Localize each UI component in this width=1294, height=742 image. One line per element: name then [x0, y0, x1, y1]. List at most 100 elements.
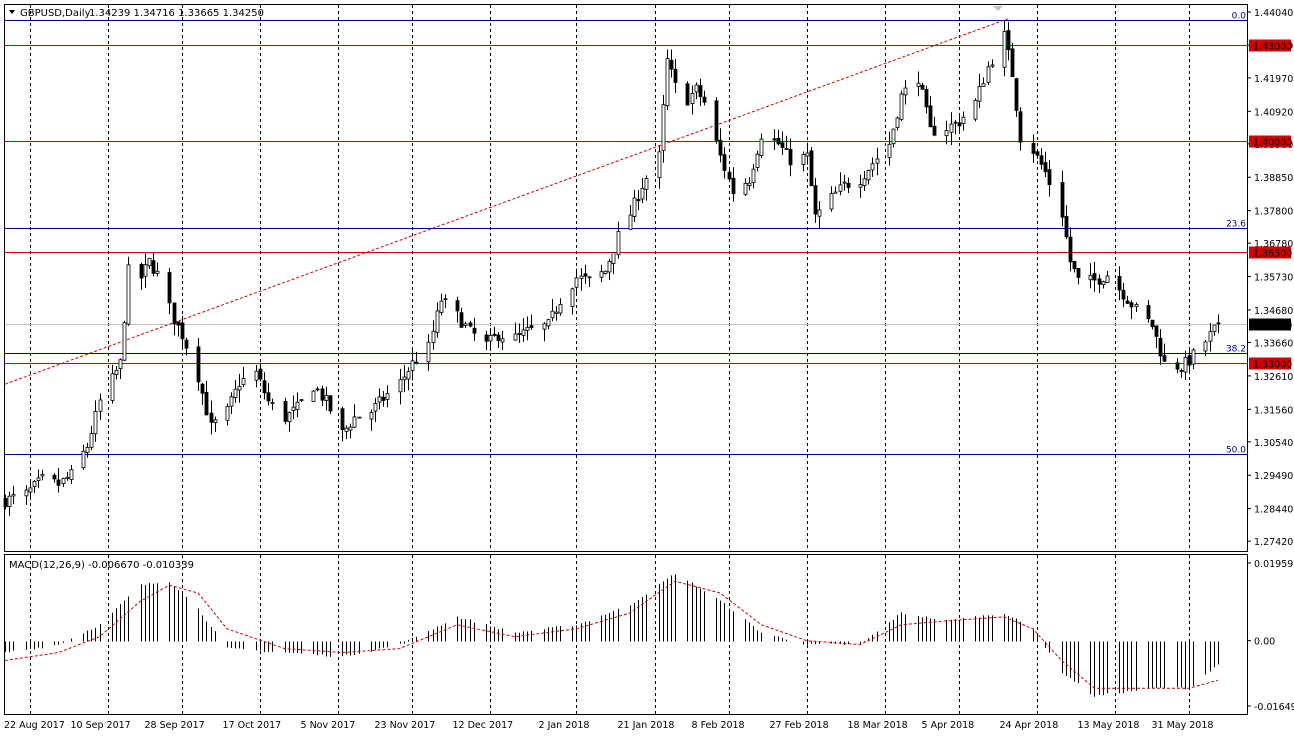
candle-body[interactable] — [981, 83, 986, 87]
candle-body[interactable] — [1203, 341, 1208, 352]
candle-body[interactable] — [1212, 324, 1217, 332]
candle-body[interactable] — [1162, 355, 1167, 362]
candle-body[interactable] — [126, 264, 131, 325]
candle-body[interactable] — [147, 257, 152, 267]
candle-body[interactable] — [702, 96, 707, 103]
candle-body[interactable] — [866, 170, 871, 181]
candle-body[interactable] — [237, 386, 242, 391]
candle-body[interactable] — [554, 311, 559, 314]
candle-body[interactable] — [254, 370, 259, 381]
candle-body[interactable] — [529, 325, 534, 328]
candle-body[interactable] — [1191, 349, 1196, 365]
candle-body[interactable] — [196, 346, 201, 383]
candle-body[interactable] — [607, 260, 612, 273]
candle-body[interactable] — [570, 288, 575, 307]
candle-body[interactable] — [833, 191, 838, 194]
candle-body[interactable] — [661, 104, 666, 151]
candle-body[interactable] — [574, 277, 579, 288]
candle-body[interactable] — [213, 419, 218, 424]
candle-body[interactable] — [521, 329, 526, 336]
candle-body[interactable] — [410, 360, 415, 371]
candle-body[interactable] — [435, 310, 440, 333]
candle-body[interactable] — [1150, 319, 1155, 328]
candle-body[interactable] — [1018, 111, 1023, 143]
candle-body[interactable] — [694, 84, 699, 93]
candle-body[interactable] — [949, 123, 954, 133]
candle-body[interactable] — [801, 154, 806, 165]
candle-body[interactable] — [11, 494, 16, 497]
price-pane[interactable] — [4, 4, 1248, 552]
candle-body[interactable] — [266, 392, 271, 402]
scroll-marker-icon[interactable] — [993, 6, 1003, 11]
candle-body[interactable] — [40, 474, 45, 477]
candle-body[interactable] — [698, 85, 703, 97]
candle-body[interactable] — [858, 184, 863, 188]
candle-body[interactable] — [270, 402, 275, 404]
candle-body[interactable] — [93, 410, 98, 435]
candle-body[interactable] — [291, 406, 296, 411]
candle-body[interactable] — [1216, 322, 1221, 325]
candle-body[interactable] — [1043, 162, 1048, 173]
candle-body[interactable] — [788, 148, 793, 166]
trendline[interactable] — [4, 18, 1009, 385]
candle-body[interactable] — [381, 396, 386, 401]
candle-body[interactable] — [813, 185, 818, 215]
candle-body[interactable] — [320, 388, 325, 401]
candle-body[interactable] — [468, 322, 473, 327]
candle-body[interactable] — [233, 388, 238, 398]
candle-body[interactable] — [755, 153, 760, 168]
candle-body[interactable] — [772, 138, 777, 141]
candle-body[interactable] — [809, 150, 814, 187]
candle-body[interactable] — [61, 477, 66, 484]
candle-body[interactable] — [862, 178, 867, 186]
candle-body[interactable] — [1088, 274, 1093, 281]
candle-body[interactable] — [587, 276, 592, 279]
candle-body[interactable] — [776, 137, 781, 145]
candle-body[interactable] — [1187, 355, 1192, 366]
candle-body[interactable] — [875, 158, 880, 164]
candle-body[interactable] — [258, 368, 263, 380]
candle-body[interactable] — [1101, 281, 1106, 286]
candle-body[interactable] — [957, 122, 962, 127]
candle-body[interactable] — [204, 391, 209, 416]
candle-body[interactable] — [1097, 278, 1102, 285]
candle-body[interactable] — [870, 163, 875, 171]
candle-body[interactable] — [32, 481, 37, 487]
candle-body[interactable] — [1134, 304, 1139, 308]
candle-body[interactable] — [315, 388, 320, 391]
candle-body[interactable] — [513, 333, 518, 341]
candle-body[interactable] — [1117, 275, 1122, 291]
candle-body[interactable] — [184, 339, 189, 349]
candle-body[interactable] — [1158, 337, 1163, 357]
candle-body[interactable] — [7, 495, 12, 507]
candle-body[interactable] — [139, 263, 144, 279]
candle-body[interactable] — [352, 416, 357, 428]
candle-body[interactable] — [759, 138, 764, 157]
candle-body[interactable] — [1179, 370, 1184, 372]
triangle-down-icon[interactable] — [9, 10, 15, 14]
candle-body[interactable] — [180, 322, 185, 340]
candle-body[interactable] — [657, 151, 662, 179]
candle-body[interactable] — [838, 184, 843, 192]
candle-body[interactable] — [24, 489, 29, 497]
candle-body[interactable] — [920, 84, 925, 90]
candle-body[interactable] — [52, 474, 57, 480]
candle-body[interactable] — [1035, 151, 1040, 156]
candle-body[interactable] — [953, 121, 958, 124]
candle-body[interactable] — [143, 264, 148, 277]
candle-body[interactable] — [1129, 302, 1134, 308]
candle-body[interactable] — [324, 394, 329, 401]
candle-body[interactable] — [431, 330, 436, 343]
candle-body[interactable] — [459, 312, 464, 328]
candle-body[interactable] — [1092, 273, 1097, 281]
candle-body[interactable] — [714, 100, 719, 141]
candle-body[interactable] — [1047, 169, 1052, 186]
candle-body[interactable] — [846, 182, 851, 188]
candle-body[interactable] — [817, 209, 822, 217]
candle-body[interactable] — [899, 93, 904, 120]
candle-body[interactable] — [398, 379, 403, 393]
candle-body[interactable] — [488, 335, 493, 342]
candle-body[interactable] — [916, 82, 921, 87]
candle-body[interactable] — [283, 401, 288, 422]
